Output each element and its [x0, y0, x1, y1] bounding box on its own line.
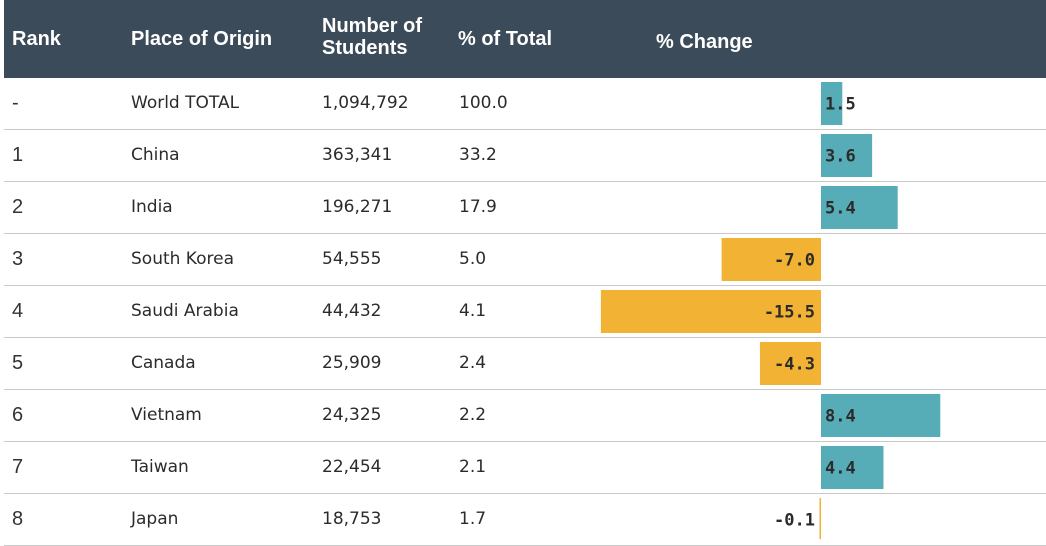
- table-row: 8 Japan 18,753 1.7: [4, 494, 1046, 546]
- rank-cell: 3: [12, 248, 24, 270]
- header-number-of-students: Number of Students: [322, 15, 452, 59]
- table-header: Rank Place of Origin Number of Students …: [4, 0, 1046, 78]
- rank-cell: 4: [12, 300, 24, 322]
- pct-total-cell: 2.2: [459, 405, 487, 425]
- row-divider: [4, 337, 1046, 338]
- row-divider: [4, 233, 1046, 234]
- pct-total-cell: 33.2: [459, 145, 497, 165]
- header-rank: Rank: [12, 28, 61, 50]
- pct-total-cell: 2.1: [459, 457, 487, 477]
- place-cell: India: [131, 197, 173, 217]
- table-row: 6 Vietnam 24,325 2.2: [4, 390, 1046, 442]
- table-row: - World TOTAL 1,094,792 100.0: [4, 78, 1046, 130]
- row-divider: [4, 285, 1046, 286]
- row-divider: [4, 493, 1046, 494]
- table-row: 3 South Korea 54,555 5.0: [4, 234, 1046, 286]
- header-students-line2: Students: [322, 37, 408, 59]
- table-row: 2 India 196,271 17.9: [4, 182, 1046, 234]
- rank-cell: 5: [12, 352, 24, 374]
- table-row: 4 Saudi Arabia 44,432 4.1: [4, 286, 1046, 338]
- row-divider: [4, 181, 1046, 182]
- rank-cell: 6: [12, 404, 24, 426]
- place-cell: Vietnam: [131, 405, 202, 425]
- place-cell: Taiwan: [131, 457, 189, 477]
- rank-cell: 2: [12, 196, 24, 218]
- header-pct-total: % of Total: [458, 28, 553, 50]
- row-divider: [4, 441, 1046, 442]
- table-row: 1 China 363,341 33.2: [4, 130, 1046, 182]
- students-cell: 24,325: [322, 405, 382, 425]
- students-cell: 196,271: [322, 197, 393, 217]
- place-cell: China: [131, 145, 180, 165]
- place-cell: Japan: [131, 509, 179, 529]
- place-cell: Saudi Arabia: [131, 301, 239, 321]
- rank-cell: 8: [12, 508, 24, 530]
- header-pct-change: % Change: [656, 31, 753, 53]
- pct-total-cell: 5.0: [459, 249, 487, 269]
- place-cell: Canada: [131, 353, 196, 373]
- pct-total-cell: 2.4: [459, 353, 487, 373]
- rank-cell: 1: [12, 144, 24, 166]
- students-cell: 18,753: [322, 509, 382, 529]
- students-cell: 25,909: [322, 353, 382, 373]
- row-divider: [4, 389, 1046, 390]
- rank-cell: -: [12, 92, 19, 114]
- table-body: - World TOTAL 1,094,792 100.0 1 China 363,341 3…: [4, 78, 1046, 546]
- students-cell: 1,094,792: [322, 93, 409, 113]
- place-cell: South Korea: [131, 249, 235, 269]
- pct-total-cell: 100.0: [459, 93, 508, 113]
- students-cell: 22,454: [322, 457, 382, 477]
- students-cell: 54,555: [322, 249, 382, 269]
- header-students-line1: Number of: [322, 15, 422, 37]
- pct-total-cell: 17.9: [459, 197, 497, 217]
- table-row: 5 Canada 25,909 2.4: [4, 338, 1046, 390]
- place-cell: World TOTAL: [131, 93, 240, 113]
- table-row: 7 Taiwan 22,454 2.1: [4, 442, 1046, 494]
- pct-total-cell: 4.1: [459, 301, 487, 321]
- rank-cell: 7: [12, 456, 24, 478]
- pct-total-cell: 1.7: [459, 509, 487, 529]
- row-divider: [4, 129, 1046, 130]
- students-cell: 44,432: [322, 301, 382, 321]
- header-place-of-origin: Place of Origin: [131, 28, 273, 50]
- students-cell: 363,341: [322, 145, 393, 165]
